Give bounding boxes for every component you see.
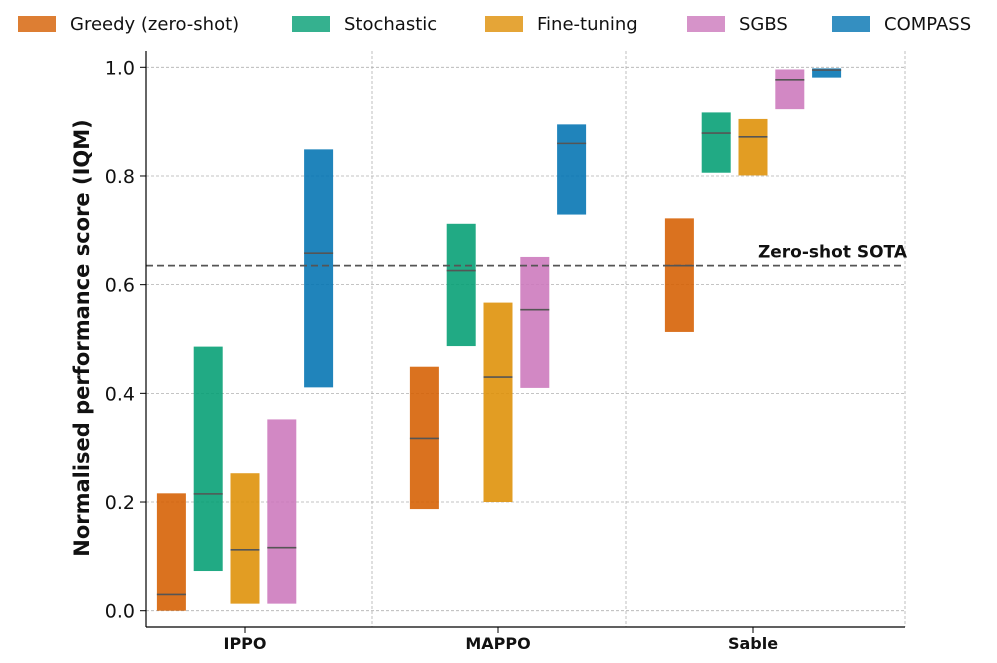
legend-item-sgbs: SGBS [687,10,788,38]
x-tick-label-ippo: IPPO [223,634,266,653]
x-tick-labels: IPPO MAPPO Sable [223,627,778,653]
box-greedy-zero-shot-ippo [156,493,186,611]
legend-label-compass: COMPASS [884,13,972,35]
legend-label-sgbs: SGBS [739,13,788,35]
legend-item-compass: COMPASS [832,10,971,38]
y-tick-labels: 0.0 0.2 0.4 0.6 0.8 1.0 [105,57,146,623]
y-tick-label: 1.0 [105,57,135,79]
legend-item-fine-tuning: Fine-tuning [485,10,638,38]
box-stochastic-sable [701,112,731,173]
x-tick-label-mappo: MAPPO [465,634,530,653]
legend-item-stochastic: Stochastic [292,10,437,38]
reference-line-label: Zero-shot SOTA [758,243,908,263]
box-compass-sable [812,68,842,78]
box-stochastic-ippo [193,346,223,572]
y-tick-label: 0.4 [105,383,135,405]
box-compass-mappo [557,124,587,215]
legend-item-greedy: Greedy (zero-shot) [18,10,239,38]
legend-swatch-greedy [18,16,56,32]
legend-label-fine-tuning: Fine-tuning [537,13,638,35]
legend-label-stochastic: Stochastic [344,13,438,35]
legend-swatch-compass [832,16,870,32]
box-sgbs-sable [775,69,805,110]
x-tick-label-sable: Sable [728,634,778,653]
y-axis-label: Normalised performance score (IQM) [70,119,94,557]
box-fine-tuning-sable [738,118,768,176]
legend: Greedy (zero-shot) Stochastic Fine-tunin… [0,0,997,48]
box-fine-tuning-ippo [230,473,260,604]
axes [145,51,905,628]
box-fine-tuning-mappo [483,302,513,503]
y-tick-label: 0.2 [105,492,135,514]
legend-label-greedy: Greedy (zero-shot) [70,13,240,35]
box-compass-ippo [304,149,334,388]
legend-swatch-sgbs [687,16,725,32]
box-sgbs-mappo [520,256,550,388]
box-stochastic-mappo [446,223,476,347]
boxes [156,68,842,611]
legend-swatch-stochastic [292,16,330,32]
box-sgbs-ippo [267,419,297,604]
y-tick-label: 0.8 [105,166,135,188]
box-greedy-zero-shot-sable [664,218,694,332]
y-tick-label: 0.6 [105,275,135,297]
y-tick-label: 0.0 [105,601,135,623]
legend-swatch-fine-tuning [485,16,523,32]
